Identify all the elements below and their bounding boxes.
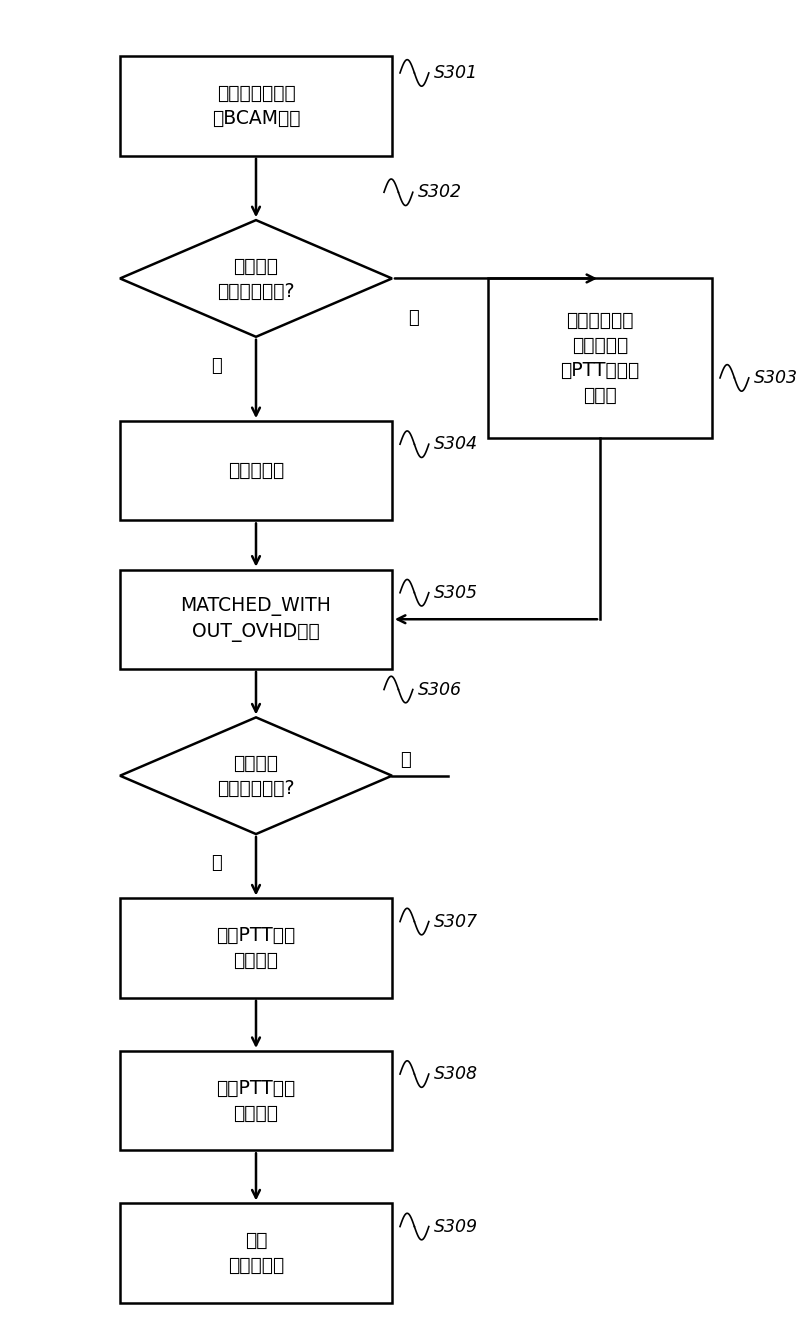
Text: S303: S303 bbox=[754, 369, 798, 387]
Text: 设置标志位: 设置标志位 bbox=[228, 461, 284, 480]
Text: 配置PTT寻呼
响应消息: 配置PTT寻呼 响应消息 bbox=[216, 926, 296, 971]
Text: S301: S301 bbox=[434, 64, 478, 82]
Polygon shape bbox=[120, 717, 392, 834]
FancyBboxPatch shape bbox=[488, 278, 712, 438]
Text: 是否收齐
系统开销消息?: 是否收齐 系统开销消息? bbox=[218, 256, 294, 301]
Text: MATCHED_WITH
OUT_OVHD状态: MATCHED_WITH OUT_OVHD状态 bbox=[181, 597, 331, 642]
FancyBboxPatch shape bbox=[120, 56, 392, 155]
Text: 否: 否 bbox=[400, 751, 410, 769]
Text: 否: 否 bbox=[210, 357, 222, 375]
Text: 是: 是 bbox=[408, 309, 418, 328]
Text: 终端接收到自身
的BCAM消息: 终端接收到自身 的BCAM消息 bbox=[212, 84, 300, 129]
Text: 直接进入组呼
呼叫或者返
回PTT寻呼响
应消息: 直接进入组呼 呼叫或者返 回PTT寻呼响 应消息 bbox=[560, 312, 640, 404]
FancyBboxPatch shape bbox=[120, 899, 392, 998]
FancyBboxPatch shape bbox=[120, 569, 392, 668]
Polygon shape bbox=[120, 220, 392, 337]
Text: S308: S308 bbox=[434, 1065, 478, 1083]
Text: S306: S306 bbox=[418, 680, 462, 699]
Text: 发送PTT寻呼
响应消息: 发送PTT寻呼 响应消息 bbox=[216, 1078, 296, 1123]
Text: S307: S307 bbox=[434, 912, 478, 931]
Text: 清除
所有标志位: 清除 所有标志位 bbox=[228, 1231, 284, 1276]
Text: 是否收齐
系统开销消息?: 是否收齐 系统开销消息? bbox=[218, 753, 294, 798]
Text: S304: S304 bbox=[434, 435, 478, 453]
Text: S305: S305 bbox=[434, 583, 478, 602]
FancyBboxPatch shape bbox=[120, 1204, 392, 1302]
Text: 是: 是 bbox=[210, 854, 222, 873]
FancyBboxPatch shape bbox=[120, 422, 392, 520]
Text: S309: S309 bbox=[434, 1217, 478, 1236]
FancyBboxPatch shape bbox=[120, 1050, 392, 1150]
Text: S302: S302 bbox=[418, 183, 462, 202]
